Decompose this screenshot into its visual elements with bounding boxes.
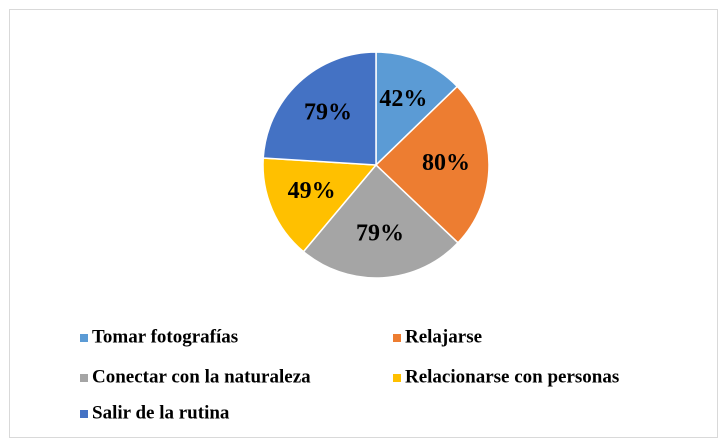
legend-label: Conectar con la naturaleza [92,366,311,387]
data-label: 49% [288,178,336,204]
data-label: 79% [356,220,404,246]
pie-slice [302,163,460,279]
pie-slice [374,85,490,244]
pie-slice [375,51,459,167]
data-label: 80% [422,150,470,176]
pie-slice [262,51,377,166]
legend-swatch [80,410,88,418]
legend-swatch [393,334,401,342]
pie-slice [262,157,378,253]
legend-swatch [80,334,88,342]
data-label: 42% [379,86,427,112]
legend-label: Salir de la rutina [92,402,230,423]
legend-label: Relacionarse con personas [405,366,619,387]
data-label: 79% [304,99,352,125]
legend-label: Relajarse [405,326,482,347]
legend-swatch [80,374,88,382]
legend-label: Tomar fotografías [92,326,238,347]
legend-swatch [393,374,401,382]
